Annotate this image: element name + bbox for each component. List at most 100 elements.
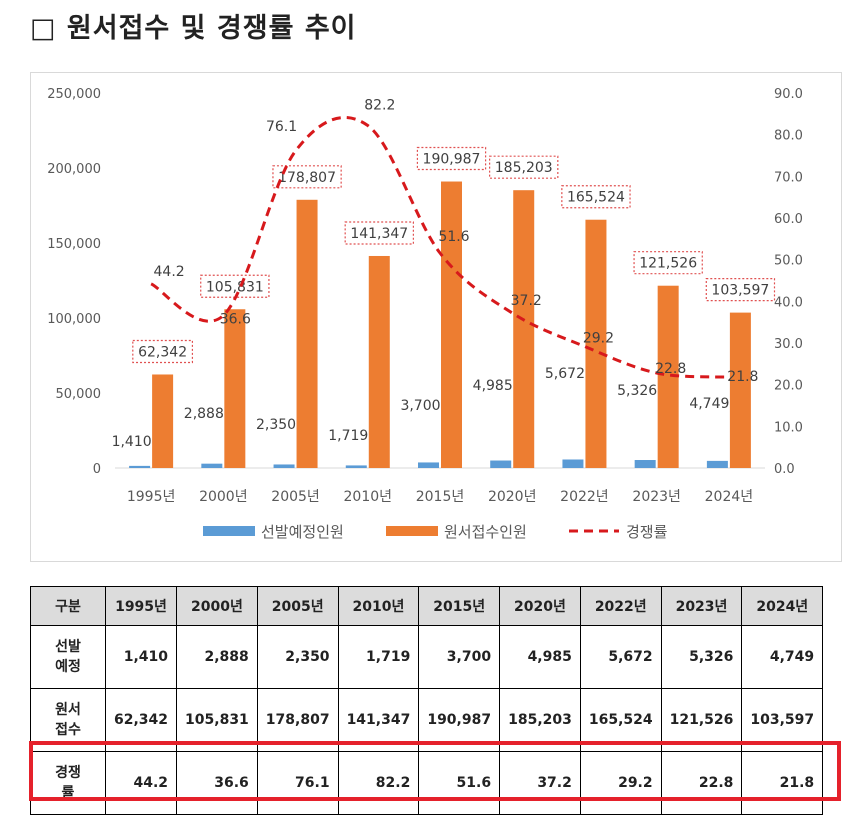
x-tick-label: 1995년	[127, 489, 176, 505]
data-table: 구분 1995년 2000년 2005년 2010년 2015년 2020년 2022년 202…	[30, 586, 824, 815]
table-header-row: 구분 1995년 2000년 2005년 2010년 2015년 2020년 2022년 202…	[30, 586, 824, 626]
bar-seats	[201, 463, 223, 468]
table-cell: 29.2	[579, 751, 662, 815]
bar-applications-label: 62,342	[138, 344, 187, 360]
bar-seats	[273, 464, 295, 468]
bar-applications-label-box	[132, 339, 194, 364]
rate-label: 76.1	[266, 119, 297, 135]
table-column-header: 2020년	[499, 586, 581, 626]
table-column-header: 2015년	[418, 586, 501, 626]
bar-applications-label: 105,831	[206, 279, 264, 295]
table-cell: 21.8	[741, 751, 824, 815]
bar-applications	[152, 374, 174, 468]
table-body: 선발 예정 1,410 2,888 2,350 1,719 3,700 4,985 5,672 5…	[30, 625, 824, 815]
bar-applications-label: 178,807	[278, 170, 336, 186]
table-column-header: 2022년	[579, 586, 662, 626]
table-row: 경쟁 률 44.2 36.6 76.1 82.2 51.6 37.2 29.2 22.8 21.8	[30, 751, 824, 815]
bar-seats-label: 5,672	[545, 366, 585, 382]
bar-seats-label: 2,888	[184, 406, 224, 422]
table-column-header: 1995년	[104, 586, 178, 626]
bar-applications-label: 185,203	[495, 160, 553, 176]
rate-label: 51.6	[438, 229, 469, 245]
bar-applications-label-box	[344, 221, 414, 245]
rate-label: 22.8	[655, 361, 686, 377]
bar-applications	[224, 309, 246, 468]
bar-seats	[418, 462, 439, 468]
combo-chart: 0 50,000 100,000 150,000 200,000 250,000 0.0 10…	[47, 87, 803, 541]
bar-applications-label: 141,347	[350, 226, 408, 242]
bar-seats-label: 3,700	[400, 398, 440, 414]
y-left-tick-label: 50,000	[56, 387, 102, 402]
table-column-header: 2010년	[337, 586, 420, 626]
rate-line	[150, 116, 729, 379]
table-cell: 44.2	[104, 751, 178, 815]
rate-label: 29.2	[583, 330, 614, 346]
y-left-tick-label: 0	[93, 462, 101, 477]
bar-applications-label: 103,597	[711, 283, 769, 299]
y-right-tick-label: 80.0	[774, 129, 803, 144]
legend-swatch-seats	[203, 526, 255, 536]
y-right-tick-label: 60.0	[774, 212, 803, 227]
y-left-tick-label: 150,000	[47, 237, 101, 252]
bar-seats-label: 1,719	[328, 428, 368, 444]
y-right-tick-label: 90.0	[774, 87, 803, 102]
bar-applications-label: 190,987	[423, 152, 481, 168]
x-tick-label: 2010년	[344, 489, 393, 505]
table-cell: 3,700	[418, 625, 501, 689]
bar-applications	[368, 255, 390, 468]
legend-label-applications: 원서접수인원	[444, 523, 527, 541]
table-cell: 5,326	[660, 625, 743, 689]
bar-applications-label-box	[489, 155, 559, 179]
x-tick-label: 2022년	[560, 489, 609, 505]
table-cell: 2,888	[176, 625, 258, 689]
y-left-tick-label: 200,000	[47, 162, 101, 177]
table-row: 선발 예정 1,410 2,888 2,350 1,719 3,700 4,985 5,672 5…	[30, 625, 824, 689]
rate-label: 82.2	[364, 98, 395, 114]
y-right-tick-label: 50.0	[774, 254, 803, 269]
table-cell: 1,410	[104, 625, 178, 689]
table-cell: 4,749	[741, 625, 824, 689]
table-column-header: 2005년	[256, 586, 339, 626]
rate-row-highlight	[29, 741, 841, 801]
y-right-tick-label: 70.0	[774, 170, 803, 185]
bar-seats-label: 4,985	[473, 378, 513, 394]
table-cell: 2,350	[256, 625, 339, 689]
bar-applications	[296, 199, 318, 468]
bar-seats	[634, 460, 656, 468]
y-right-tick-label: 20.0	[774, 379, 803, 394]
y-right-tick-label: 40.0	[774, 295, 803, 310]
bar-seats	[490, 460, 512, 468]
bar-applications-label-box	[561, 185, 631, 209]
bar-applications-label-box	[416, 146, 487, 171]
table-cell: 37.2	[499, 751, 581, 815]
table-cell: 51.6	[418, 751, 501, 815]
bar-seats-label: 1,410	[112, 434, 152, 450]
table-row-header: 선발 예정	[30, 625, 106, 689]
bar-applications	[657, 285, 679, 468]
bar-seats	[706, 460, 728, 468]
x-tick-label: 2024년	[705, 489, 754, 505]
rate-label: 44.2	[154, 264, 185, 280]
x-tick-label: 2015년	[416, 489, 465, 505]
table-corner-header: 구분	[30, 586, 106, 626]
bar-seats-label: 4,749	[689, 396, 729, 412]
x-tick-label: 2005년	[271, 489, 320, 505]
bar-applications	[729, 312, 751, 468]
y-left-tick-label: 250,000	[47, 87, 101, 102]
rate-label: 21.8	[727, 369, 758, 385]
legend-label-rate: 경쟁률	[626, 523, 668, 541]
bar-applications	[585, 219, 607, 468]
y-right-tick-label: 30.0	[774, 337, 803, 352]
bar-seats-label: 2,350	[256, 417, 296, 433]
table-column-header: 2023년	[660, 586, 743, 626]
x-tick-label: 2000년	[199, 489, 248, 505]
table-cell: 5,672	[579, 625, 662, 689]
bar-applications-label: 165,524	[567, 190, 625, 206]
bar-applications	[441, 181, 462, 468]
bar-applications-label-box	[633, 251, 703, 275]
chart-frame: 0 50,000 100,000 150,000 200,000 250,000 0.0 10…	[30, 72, 842, 562]
x-tick-label: 2020년	[488, 489, 537, 505]
page-title: □ 원서접수 및 경쟁률 추이	[30, 13, 357, 44]
bar-applications-label-box	[705, 278, 776, 302]
table-column-header: 2024년	[741, 586, 824, 626]
